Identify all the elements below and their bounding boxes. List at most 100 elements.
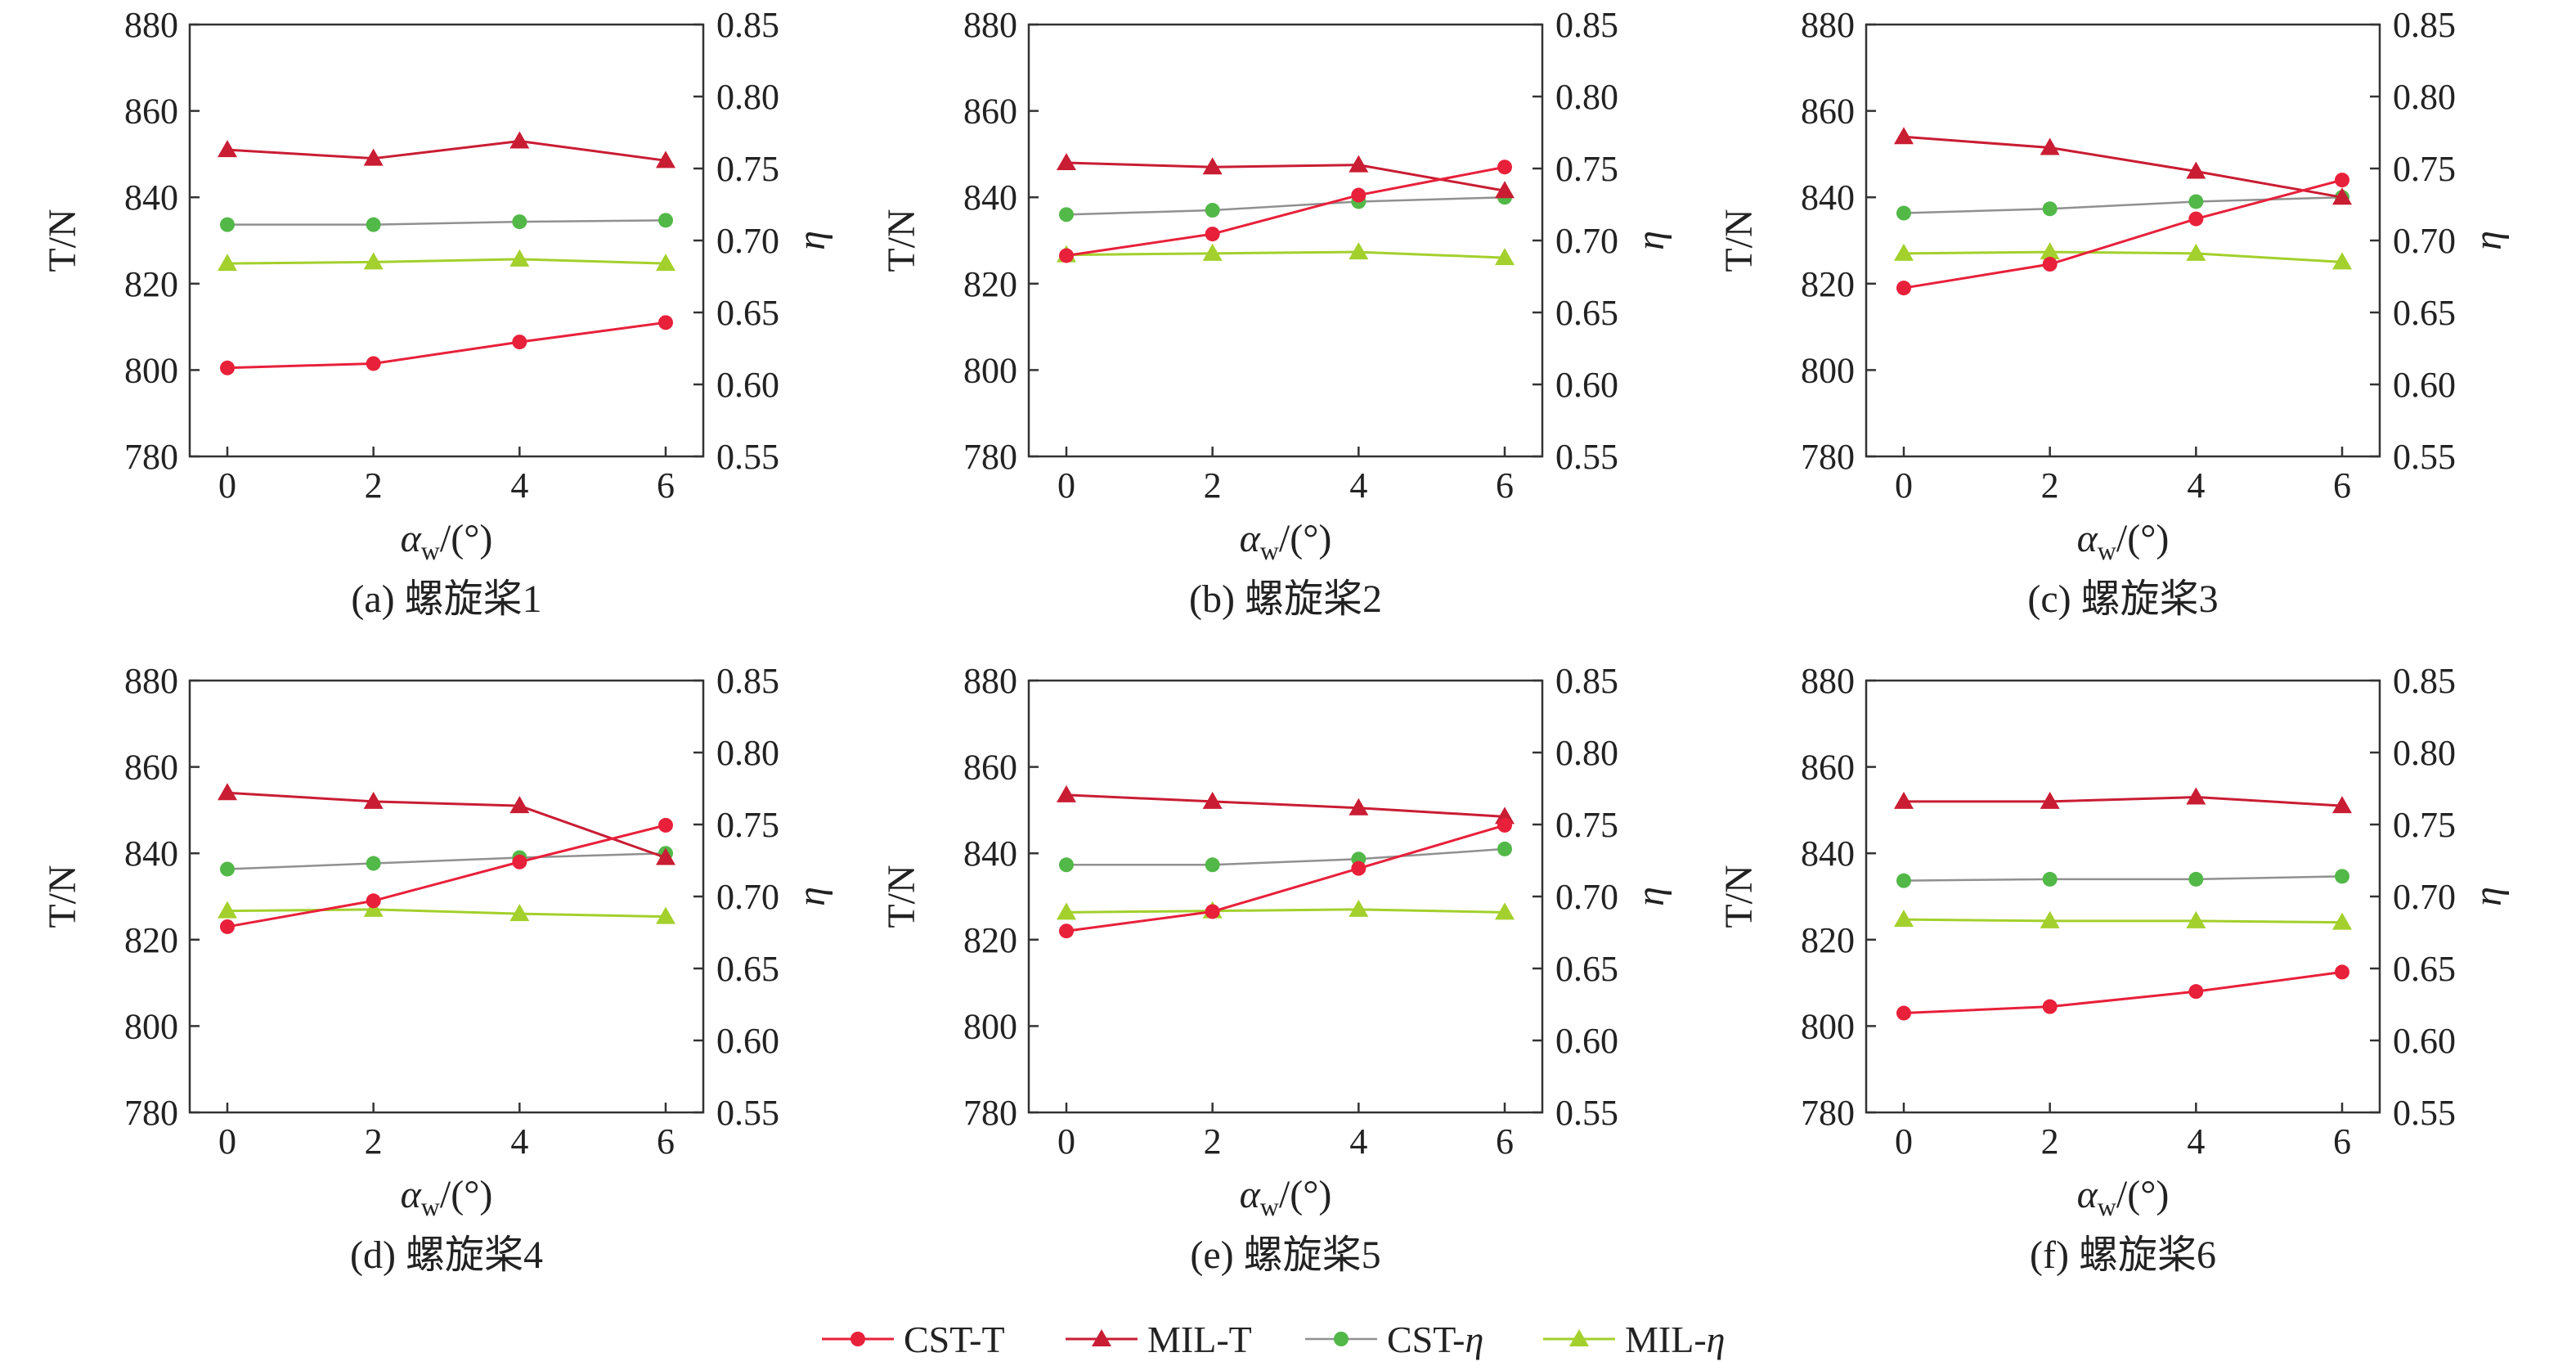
y-right-tick-label: 0.55: [2393, 437, 2456, 477]
x-tick-label: 2: [2041, 1121, 2059, 1162]
y-left-tick-label: 820: [963, 264, 1017, 304]
data-point-cst-eta: [1896, 873, 1911, 888]
data-point-cst-t: [2335, 964, 2349, 980]
x-tick-label: 4: [1349, 465, 1367, 506]
data-point-cst-eta: [366, 856, 381, 871]
y-left-tick-label: 860: [963, 748, 1017, 788]
data-point-mil-t: [1202, 157, 1223, 175]
data-point-cst-eta: [366, 217, 381, 232]
data-point-cst-eta: [1497, 841, 1512, 856]
data-point-cst-eta: [1059, 857, 1074, 873]
data-point-cst-eta: [1205, 203, 1220, 218]
y-left-tick-label: 780: [124, 1093, 178, 1133]
y-left-tick-label: 840: [963, 177, 1017, 218]
y-right-tick-label: 0.85: [1555, 5, 1618, 45]
x-tick-label: 4: [2187, 465, 2205, 506]
x-axis-label-subscript: w: [2098, 1192, 2116, 1221]
data-point-mil-eta: [363, 899, 384, 917]
plot-frame: [188, 679, 705, 1114]
y-left-tick-label: 820: [1801, 920, 1855, 960]
legend-label: CST-η: [1387, 1319, 1483, 1360]
legend-marker: [1569, 1329, 1589, 1346]
series-line-mil-eta: [1066, 908, 1506, 914]
y-right-tick-label: 0.60: [716, 1021, 779, 1061]
y-left-axis-label: T/N: [41, 209, 84, 272]
data-point-cst-t: [1896, 1005, 1911, 1021]
y-right-tick-label: 0.80: [1555, 733, 1618, 773]
y-left-tick-label: 840: [1801, 834, 1855, 874]
legend-label-text: MIL-: [1625, 1319, 1707, 1360]
y-right-tick-label: 0.80: [2393, 77, 2456, 117]
chart-panel-5: 780 800 820 840 860 880 0.55 0.60 0.65 0.70 0.75 0.…: [880, 661, 1672, 1277]
legend-label-symbol: η: [1465, 1319, 1483, 1360]
x-axis-label-symbol: α: [401, 1173, 422, 1216]
data-point-mil-t: [1057, 784, 1076, 802]
series-line-mil-t: [227, 791, 666, 859]
data-point-mil-eta: [1057, 902, 1076, 920]
data-point-mil-t: [1202, 791, 1223, 809]
x-tick-label: 0: [218, 1121, 236, 1162]
legend-label: CST-T: [904, 1319, 1005, 1360]
data-point-mil-t: [218, 140, 237, 158]
y-left-tick-label: 840: [1801, 177, 1855, 218]
data-point-mil-t: [2186, 787, 2206, 805]
y-right-axis-label: η: [2466, 887, 2510, 906]
series-line-cst-t: [1066, 165, 1506, 257]
y-left-tick-label: 820: [124, 920, 178, 960]
y-left-tick-label: 880: [1801, 661, 1855, 701]
x-axis-label-subscript: w: [421, 1192, 440, 1221]
y-left-tick-label: 840: [124, 834, 178, 874]
data-point-cst-t: [2188, 984, 2204, 1000]
data-point-mil-t: [656, 847, 675, 865]
data-point-cst-t: [512, 854, 527, 869]
chart-panel-2: 780 800 820 840 860 880 0.55 0.60 0.65 0.70 0.75 0.…: [880, 5, 1672, 621]
y-left-tick-label: 800: [963, 1006, 1017, 1046]
legend-label-text: CST-T: [904, 1319, 1005, 1360]
data-point-cst-eta: [658, 213, 673, 228]
x-axis-label-symbol: α: [2077, 1173, 2098, 1216]
data-point-cst-t: [1205, 227, 1220, 242]
y-left-tick-label: 880: [963, 5, 1017, 45]
y-left-axis-label: T/N: [1717, 865, 1761, 928]
x-axis-label: αw/(°): [1240, 1173, 1332, 1221]
y-right-axis-label: η: [2466, 231, 2510, 250]
plot-frame: [1865, 679, 2381, 1114]
data-point-mil-t: [1894, 791, 1914, 809]
x-axis-label-symbol: α: [1240, 517, 1261, 560]
x-axis-label-subscript: w: [1260, 1192, 1279, 1221]
x-tick-label: 4: [510, 1121, 528, 1162]
series-line-mil-t: [1066, 161, 1506, 192]
x-tick-label: 0: [1895, 465, 1913, 506]
data-point-cst-eta: [220, 217, 235, 232]
data-point-mil-t: [1495, 181, 1515, 199]
data-point-cst-t: [2335, 173, 2349, 188]
y-left-tick-label: 840: [963, 834, 1017, 874]
y-left-tick-label: 780: [1801, 1093, 1855, 1133]
y-right-axis-label: η: [790, 231, 833, 250]
data-point-mil-eta: [2040, 242, 2060, 260]
data-point-mil-eta: [2186, 910, 2206, 928]
data-point-cst-eta: [2188, 194, 2204, 209]
data-point-mil-t: [1495, 807, 1515, 825]
y-right-axis-label: η: [790, 887, 833, 906]
y-right-tick-label: 0.60: [2393, 1021, 2456, 1061]
legend-label-text: MIL-T: [1147, 1319, 1252, 1360]
data-point-cst-t: [658, 817, 673, 833]
y-right-tick-label: 0.80: [716, 77, 779, 117]
x-axis-label-unit: /(°): [440, 517, 493, 560]
data-point-mil-t: [2332, 796, 2352, 814]
y-right-tick-label: 0.70: [716, 877, 779, 917]
x-axis-label: αw/(°): [401, 1173, 493, 1221]
x-axis-label-subscript: w: [1260, 536, 1279, 565]
x-tick-label: 2: [1204, 1121, 1222, 1162]
data-point-mil-t: [363, 148, 384, 166]
data-point-mil-eta: [2332, 252, 2352, 270]
y-left-tick-label: 860: [124, 748, 178, 788]
y-left-tick-label: 800: [124, 1006, 178, 1046]
legend-label-text: CST-: [1387, 1319, 1465, 1360]
series-line-cst-t: [227, 824, 666, 928]
y-right-tick-label: 0.75: [2393, 805, 2456, 845]
y-left-tick-label: 780: [963, 1093, 1017, 1133]
series-line-mil-eta: [227, 908, 666, 919]
x-axis-label-unit: /(°): [1279, 1173, 1332, 1216]
